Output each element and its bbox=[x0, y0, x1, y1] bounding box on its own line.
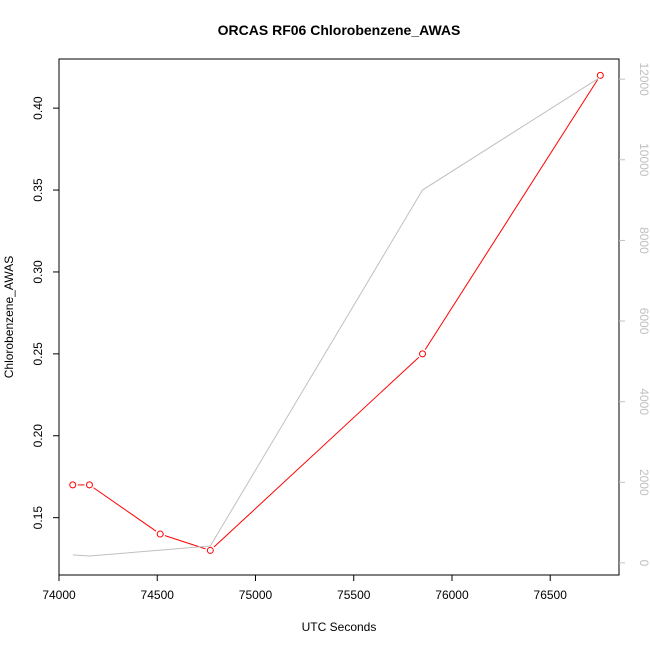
y2-tick-label: 2000 bbox=[637, 469, 650, 496]
series-0-point bbox=[206, 546, 214, 554]
series-0-segment bbox=[93, 487, 157, 532]
x-axis: 74000 74500 75000 75500 76000 76500 bbox=[42, 575, 567, 602]
plot-frame bbox=[58, 58, 620, 576]
y-tick-label: 0.35 bbox=[31, 178, 45, 202]
y-axis-label: Chlorobenzene_AWAS bbox=[2, 256, 16, 379]
y-axis-left: 0.15 0.20 0.25 0.30 0.35 0.40 bbox=[31, 96, 59, 529]
y-tick-label: 0.15 bbox=[31, 506, 45, 530]
y2-tick-label: 12000 bbox=[637, 62, 650, 96]
x-axis-label: UTC Seconds bbox=[302, 620, 377, 634]
y2-tick-label: 4000 bbox=[637, 388, 650, 415]
x-tick-label: 75000 bbox=[239, 588, 273, 602]
x-tick-label: 74500 bbox=[141, 588, 175, 602]
series-0-point bbox=[69, 481, 77, 489]
x-tick-label: 76000 bbox=[435, 588, 469, 602]
y2-tick-label: 8000 bbox=[637, 227, 650, 254]
series-0-segment bbox=[213, 356, 420, 548]
y-tick-label: 0.40 bbox=[31, 96, 45, 120]
series-0-point bbox=[419, 350, 427, 358]
series-0-point bbox=[156, 530, 164, 538]
chart-title: ORCAS RF06 Chlorobenzene_AWAS bbox=[218, 22, 461, 38]
x-tick-label: 76500 bbox=[534, 588, 568, 602]
y2-tick-label: 10000 bbox=[637, 143, 650, 177]
x-tick-label: 74000 bbox=[42, 588, 76, 602]
y2-tick-label: 6000 bbox=[637, 308, 650, 335]
y-tick-label: 0.20 bbox=[31, 424, 45, 448]
series-0-point bbox=[85, 481, 93, 489]
series-0-point bbox=[596, 71, 604, 79]
x-tick-label: 75500 bbox=[337, 588, 371, 602]
y2-tick-label: 0 bbox=[637, 560, 650, 567]
y-tick-label: 0.25 bbox=[31, 342, 45, 366]
series-0-segment bbox=[424, 79, 599, 350]
series-group bbox=[69, 71, 604, 557]
y-axis-right: 0 2000 4000 6000 8000 10000 12000 bbox=[619, 62, 650, 567]
y-tick-label: 0.30 bbox=[31, 260, 45, 284]
series-1-line bbox=[72, 76, 601, 557]
